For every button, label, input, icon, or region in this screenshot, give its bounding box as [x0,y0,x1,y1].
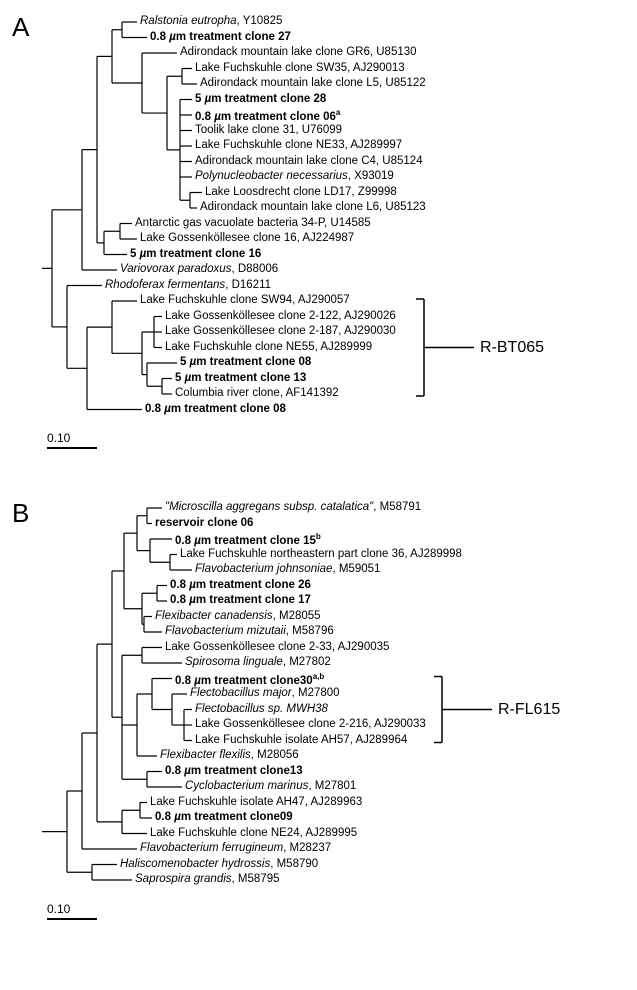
tree-leaf: Columbia river clone, AF141392 [175,388,339,400]
tree-leaf: Flavobacterium ferrugineum, M28237 [140,843,331,855]
tree-leaf: 5 µm treatment clone 13 [175,373,306,385]
tree-leaf: Lake Loosdrecht clone LD17, Z99998 [205,187,397,199]
tree-leaf: 0.8 µm treatment clone 27 [150,32,291,44]
tree-leaf: Lake Fuchskuhle clone SW35, AJ290013 [195,63,405,75]
panel-b-tree: "Microscilla aggregans subsp. catalatica… [42,498,625,908]
panel-a-tree: Ralstonia eutropha, Y10825 0.8 µm treatme… [42,12,625,432]
tree-leaf: Rhodoferax fermentans, D16211 [105,280,271,292]
tree-leaf: Flexibacter canadensis, M28055 [155,611,321,623]
scale-a-line [47,447,97,449]
tree-leaf: Toolik lake clone 31, U76099 [195,125,342,137]
tree-leaf: "Microscilla aggregans subsp. catalatica… [165,502,421,514]
tree-leaf: Adirondack mountain lake clone GR6, U851… [180,47,417,59]
tree-leaf: Lake Fuchskuhle clone NE24, AJ289995 [150,828,357,840]
panel-b-group-label: R-FL615 [498,701,560,719]
tree-leaf: Adirondack mountain lake clone C4, U8512… [195,156,423,168]
tree-leaf: Lake Fuchskuhle isolate AH57, AJ289964 [195,735,407,747]
tree-leaf: Variovorax paradoxus, D88006 [120,264,278,276]
tree-leaf: Cyclobacterium marinus, M27801 [185,781,356,793]
tree-leaf: Lake Gossenköllesee clone 2-33, AJ290035 [165,642,389,654]
panel-a: A Ralstonia eutropha, Y10825 0.8 µm treat… [12,12,625,462]
panel-a-group-label: R-BT065 [480,339,544,357]
tree-leaf: Lake Fuchskuhle clone NE55, AJ289999 [165,342,372,354]
tree-leaf: reservoir clone 06 [155,518,253,530]
tree-leaf: 0.8 µm treatment clone30a,b [175,673,324,687]
tree-leaf: 0.8 µm treatment clone 15b [175,533,321,547]
tree-leaf: Polynucleobacter necessarius, X93019 [195,171,394,183]
tree-leaf: Flavobacterium mizutaii, M58796 [165,626,334,638]
tree-leaf: 0.8 µm treatment clone 26 [170,580,311,592]
tree-leaf: Flectobacillus sp. MWH38 [195,704,328,716]
tree-leaf: Adirondack mountain lake clone L6, U8512… [200,202,426,214]
tree-leaf: Spirosoma linguale, M27802 [185,657,331,669]
scale-b-line [47,918,97,920]
tree-leaf: Lake Gossenköllesee clone 2-122, AJ29002… [165,311,396,323]
panel-b-scale: 0.10 [47,900,97,920]
tree-leaf: Haliscomenobacter hydrossis, M58790 [120,859,318,871]
tree-leaf: Lake Fuchskuhle clone NE33, AJ289997 [195,140,402,152]
tree-leaf: Flexibacter flexilis, M28056 [160,750,299,762]
tree-leaf: Antarctic gas vacuolate bacteria 34-P, U… [135,218,371,230]
panel-a-label: A [12,12,29,43]
scale-a-text: 0.10 [47,431,97,445]
tree-leaf: 0.8 µm treatment clone 08 [145,404,286,416]
tree-leaf: 0.8 µm treatment clone 06a [195,109,340,123]
tree-leaf: Flavobacterium johnsoniae, M59051 [195,564,380,576]
tree-leaf: 0.8 µm treatment clone09 [155,812,293,824]
panel-b-label: B [12,498,29,529]
tree-leaf: Lake Fuchskuhle isolate AH47, AJ289963 [150,797,362,809]
tree-leaf: Adirondack mountain lake clone L5, U8512… [200,78,426,90]
scale-b-text: 0.10 [47,902,97,916]
tree-leaf: Lake Gossenköllesee clone 2-216, AJ29003… [195,719,426,731]
tree-leaf: 0.8 µm treatment clone 17 [170,595,311,607]
tree-leaf: Saprospira grandis, M58795 [135,874,279,886]
tree-leaf: 5 µm treatment clone 16 [130,249,261,261]
panel-a-scale: 0.10 [47,429,97,449]
panel-b: B "Microscilla aggregans subsp. catalati… [12,498,625,938]
tree-leaf: 5 µm treatment clone 08 [180,357,311,369]
tree-leaf: 5 µm treatment clone 28 [195,94,326,106]
tree-leaf: Lake Fuchskuhle northeastern part clone … [180,549,462,561]
tree-leaf: Flectobacillus major, M27800 [190,688,340,700]
tree-leaf: Lake Gossenköllesee clone 16, AJ224987 [140,233,354,245]
tree-leaf: Lake Fuchskuhle clone SW94, AJ290057 [140,295,350,307]
tree-leaf: Ralstonia eutropha, Y10825 [140,16,282,28]
tree-leaf: Lake Gossenköllesee clone 2-187, AJ29003… [165,326,396,338]
tree-leaf: 0.8 µm treatment clone13 [165,766,303,778]
